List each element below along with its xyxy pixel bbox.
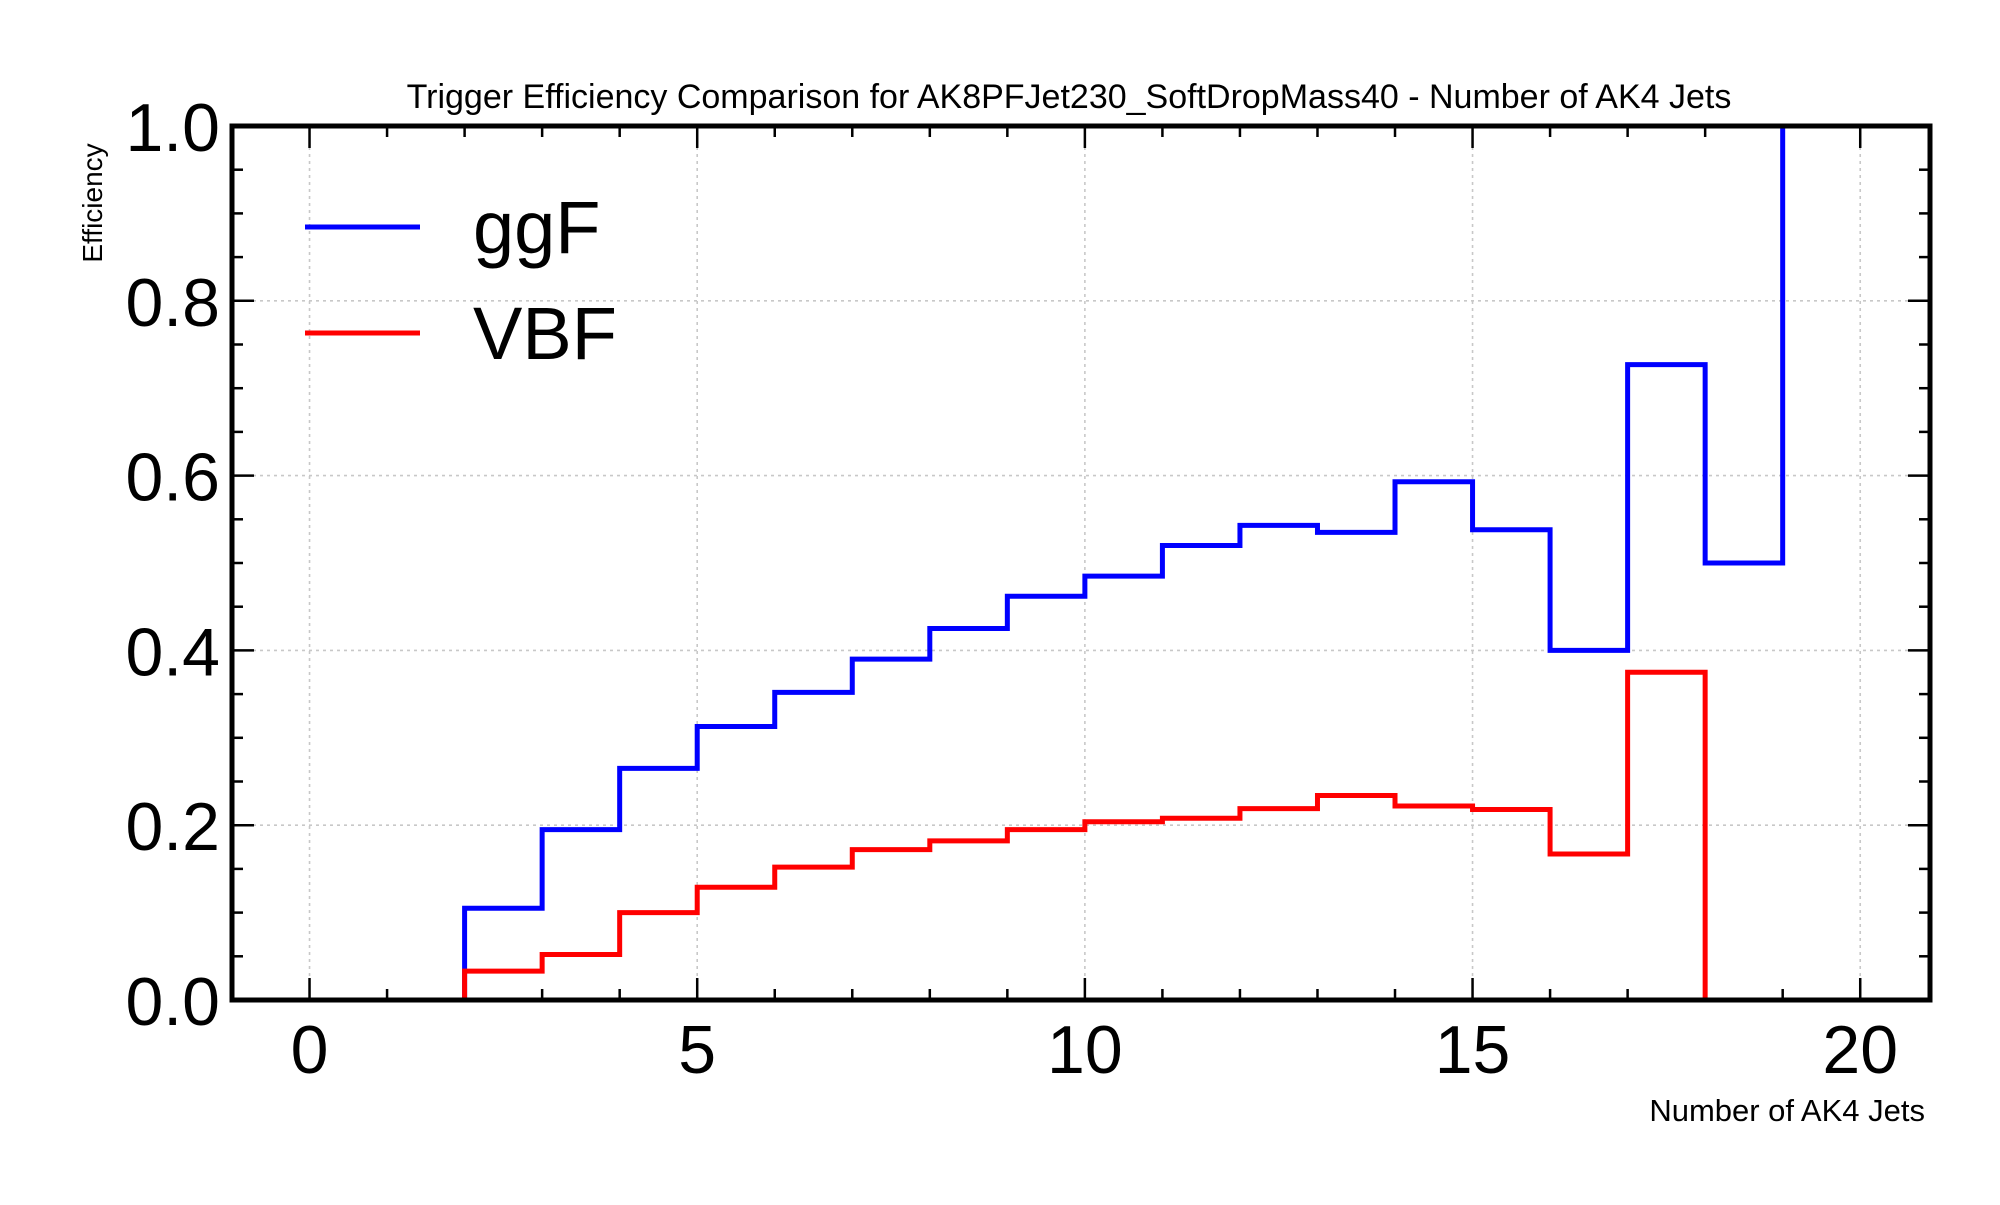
x-tick-label: 15 xyxy=(1435,1012,1511,1088)
series-line-ggf xyxy=(309,123,1861,1003)
legend: ggF VBF xyxy=(305,186,617,375)
y-tick-label: 1.0 xyxy=(125,90,220,166)
y-tick-label: 0.2 xyxy=(125,789,220,865)
y-tick-label: 0.4 xyxy=(125,614,220,690)
legend-label-vbf: VBF xyxy=(473,292,617,375)
y-tick-label: 0.8 xyxy=(125,265,220,341)
plot-frame xyxy=(229,123,1933,1003)
x-tick-label: 20 xyxy=(1822,1012,1898,1088)
x-tick-label: 0 xyxy=(291,1012,329,1088)
legend-label-ggf: ggF xyxy=(473,186,601,269)
y-tick-label: 0.6 xyxy=(125,440,220,516)
y-tick-label: 0.0 xyxy=(125,964,220,1040)
chart-title: Trigger Efficiency Comparison for AK8PFJ… xyxy=(407,78,1732,116)
x-axis-label: Number of AK4 Jets xyxy=(1649,1093,1925,1128)
x-tick-label: 10 xyxy=(1047,1012,1123,1088)
series-line-vbf xyxy=(309,669,1861,1003)
x-tick-label: 5 xyxy=(678,1012,716,1088)
y-axis-label: Efficiency xyxy=(77,143,108,262)
